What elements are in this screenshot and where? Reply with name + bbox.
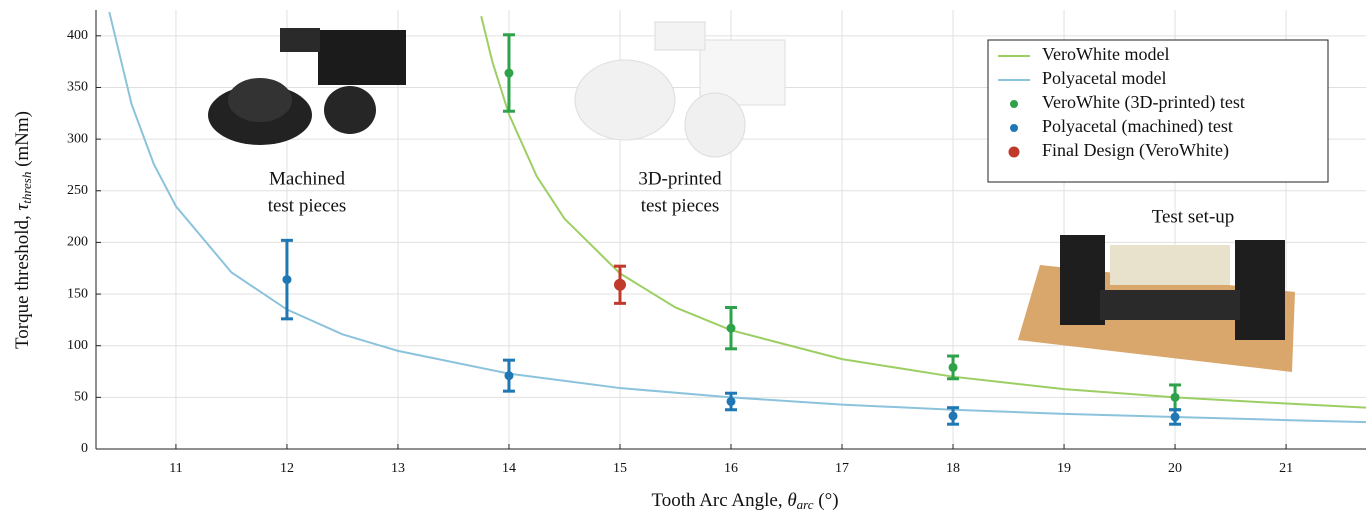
x-tick-label: 21	[1279, 461, 1293, 476]
annotation: Machined	[269, 168, 345, 189]
test-point	[949, 411, 958, 420]
x-label-unit: (°)	[814, 490, 839, 511]
legend-swatch	[1010, 100, 1018, 108]
y-tick-label: 150	[67, 286, 88, 301]
y-tick-label: 350	[67, 80, 88, 95]
x-tick-label: 14	[502, 461, 516, 476]
x-label-text: Tooth Arc Angle,	[651, 490, 787, 511]
legend-swatch	[1009, 147, 1020, 158]
x-tick-label: 19	[1057, 461, 1071, 476]
y-tick-label: 200	[67, 235, 88, 250]
y-tick-label: 250	[67, 183, 88, 198]
test-point	[727, 324, 736, 333]
test-point	[1171, 412, 1180, 421]
y-tick-label: 300	[67, 131, 88, 146]
y-axis-label: Torque threshold, τthresh (mNm)	[12, 111, 34, 349]
photo-3d-printed	[575, 22, 785, 157]
page: Tooth Arc Angle, θarc (°) Torque thresho…	[0, 0, 1366, 514]
y-tick-label: 400	[67, 28, 88, 43]
y-tick-label: 50	[74, 390, 88, 405]
photo-machined	[208, 28, 406, 145]
legend-swatch	[1010, 124, 1018, 132]
test-point	[614, 279, 626, 291]
x-tick-label: 18	[946, 461, 960, 476]
x-tick-label: 16	[724, 461, 738, 476]
legend-label: Final Design (VeroWhite)	[1042, 140, 1229, 161]
y-label-subscript: thresh	[19, 172, 34, 204]
chart: Tooth Arc Angle, θarc (°) Torque thresho…	[0, 0, 1366, 514]
y-tick-label: 100	[67, 338, 88, 353]
legend-label: VeroWhite model	[1042, 44, 1169, 64]
x-tick-label: 20	[1168, 461, 1182, 476]
test-point	[727, 397, 736, 406]
test-point	[1171, 393, 1180, 402]
test-point	[282, 275, 291, 284]
annotation: Test set-up	[1152, 206, 1235, 227]
legend-label: VeroWhite (3D-printed) test	[1042, 92, 1245, 113]
legend-label: Polyacetal (machined) test	[1042, 116, 1233, 137]
photo-test-setup	[1018, 235, 1295, 372]
x-tick-label: 11	[169, 461, 182, 476]
x-tick-label: 13	[391, 461, 405, 476]
test-point	[504, 69, 513, 78]
test-point	[949, 363, 958, 372]
x-label-subscript: arc	[797, 497, 814, 512]
x-tick-label: 15	[613, 461, 627, 476]
x-label-symbol: θ	[787, 490, 796, 511]
test-point	[504, 371, 513, 380]
x-tick-label: 12	[280, 461, 294, 476]
legend-label: Polyacetal model	[1042, 68, 1166, 88]
annotation: test pieces	[641, 195, 720, 216]
x-tick-label: 17	[835, 461, 849, 476]
y-label-unit: (mNm)	[12, 111, 33, 172]
annotation: 3D-printed	[638, 168, 722, 189]
annotation: test pieces	[268, 195, 347, 216]
x-axis-label: Tooth Arc Angle, θarc (°)	[651, 490, 838, 512]
y-tick-label: 0	[81, 441, 88, 456]
y-label-text: Torque threshold,	[12, 211, 33, 350]
